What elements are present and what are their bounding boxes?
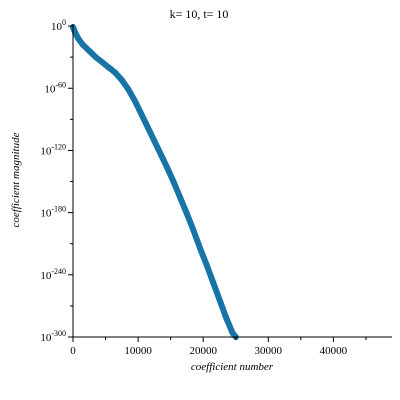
y-tick-exponent: -300 <box>51 329 66 338</box>
data-point <box>151 138 158 145</box>
data-point <box>92 54 99 61</box>
data-point <box>177 195 184 202</box>
y-tick-label: 10-300 <box>40 329 66 344</box>
data-point <box>125 86 132 93</box>
data-point <box>223 314 229 321</box>
data-point <box>131 97 138 104</box>
x-tick-label: 20000 <box>189 345 217 357</box>
data-point <box>216 296 223 303</box>
y-tick-base: 10 <box>40 145 52 157</box>
data-point <box>203 261 210 268</box>
data-point <box>105 64 112 71</box>
data-point <box>112 69 119 76</box>
y-tick-base: 10 <box>51 21 63 33</box>
y-tick-exponent: 0 <box>62 18 66 27</box>
data-point <box>170 179 177 186</box>
data-point <box>157 151 164 158</box>
data-point <box>86 47 93 54</box>
series-band <box>70 24 239 340</box>
data-point <box>99 59 106 66</box>
x-tick-label: 0 <box>70 345 76 357</box>
y-tick-base: 10 <box>40 332 52 344</box>
y-tick-base: 10 <box>40 208 52 220</box>
data-point <box>118 77 125 83</box>
y-tick-label: 10-120 <box>40 142 66 157</box>
data-point <box>164 165 171 172</box>
data-point <box>75 35 82 42</box>
y-tick-label: 10-60 <box>44 80 66 95</box>
y-tick-label: 10-180 <box>40 205 66 220</box>
x-tick-label: 10000 <box>124 345 152 357</box>
y-axis-label: coefficient magnitude <box>10 132 22 227</box>
data-point <box>183 210 190 217</box>
data-point <box>210 279 216 286</box>
x-tick-label: 30000 <box>255 345 283 357</box>
y-tick-exponent: -120 <box>51 142 66 151</box>
x-tick-label: 40000 <box>320 345 348 357</box>
chart-title: k= 10, t= 10 <box>170 7 229 21</box>
y-tick-exponent: -60 <box>55 80 66 89</box>
data-point <box>144 124 151 131</box>
y-tick-base: 10 <box>44 83 56 95</box>
plot-area <box>70 24 239 340</box>
data-point <box>190 227 197 234</box>
x-ticks: 0 10000 20000 30000 40000 <box>70 337 367 357</box>
x-axis-label: coefficient number <box>191 361 274 373</box>
data-point <box>79 41 86 48</box>
y-tick-exponent: -240 <box>51 267 66 276</box>
y-tick-label: 10-240 <box>40 267 66 282</box>
data-point <box>229 329 236 336</box>
y-tick-base: 10 <box>40 270 52 282</box>
y-tick-exponent: -180 <box>51 205 66 214</box>
data-point <box>138 111 145 118</box>
data-point <box>196 244 203 251</box>
y-tick-label: 100 <box>51 18 66 33</box>
